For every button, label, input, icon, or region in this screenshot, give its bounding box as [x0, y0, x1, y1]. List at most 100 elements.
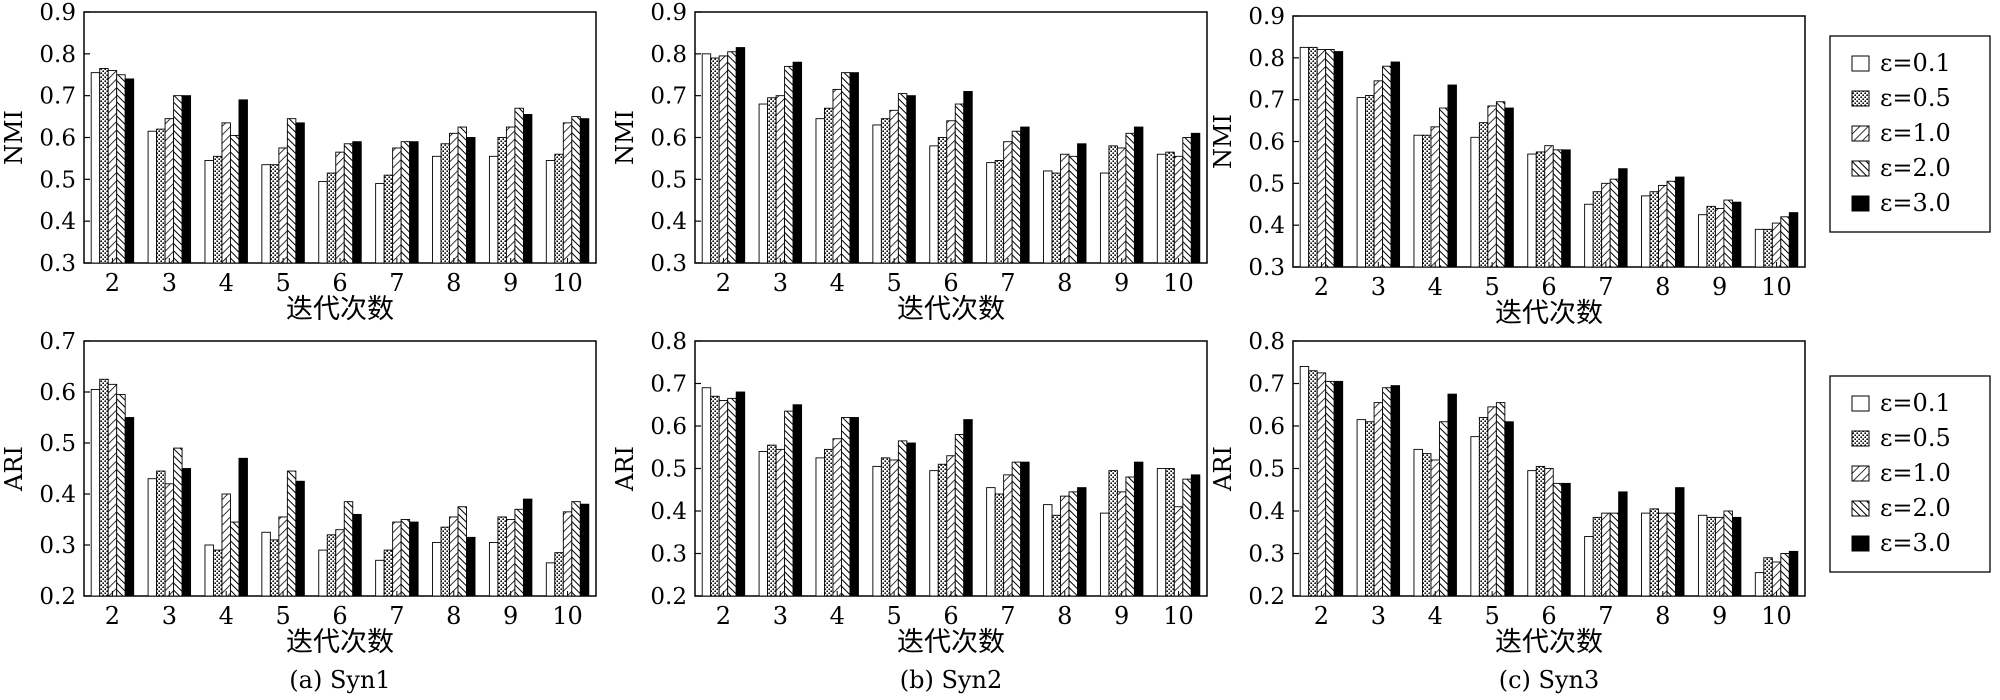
bar — [432, 542, 442, 597]
bar — [1373, 80, 1384, 268]
legend-swatch — [1851, 160, 1870, 177]
x-tick-label: 7 — [1000, 602, 1015, 630]
x-tick-label: 2 — [1314, 273, 1329, 301]
y-tick-label: 0.8 — [39, 42, 76, 68]
bar — [514, 107, 524, 264]
bar — [1552, 482, 1563, 597]
bar — [1316, 372, 1327, 597]
bar — [1077, 143, 1087, 264]
legend-label: ε=0.1 — [1880, 389, 1951, 417]
bar — [1470, 136, 1480, 268]
bar — [173, 447, 183, 597]
bar — [221, 122, 231, 264]
y-axis-label: NMI — [1209, 114, 1237, 169]
bar — [579, 503, 590, 597]
legend-label: ε=2.0 — [1880, 154, 1951, 182]
bar — [147, 130, 158, 264]
bar — [90, 72, 101, 264]
x-tick-label: 10 — [1163, 269, 1194, 297]
x-tick-label: 7 — [1000, 269, 1015, 297]
y-tick-label: 0.9 — [39, 0, 76, 26]
bar — [1043, 504, 1053, 597]
bar — [116, 74, 126, 264]
bar — [824, 107, 834, 264]
bar — [986, 162, 996, 264]
y-tick-label: 0.4 — [650, 499, 687, 525]
bar — [1165, 151, 1175, 264]
x-tick-label: 9 — [1712, 602, 1727, 630]
bar — [1182, 137, 1192, 264]
bar — [1077, 487, 1087, 597]
bar — [286, 470, 297, 597]
y-tick-label: 0.7 — [39, 84, 76, 110]
x-tick-label: 3 — [162, 269, 177, 297]
bar — [1173, 506, 1184, 597]
legend-swatch — [1851, 465, 1870, 482]
x-tick-label: 5 — [1484, 602, 1499, 630]
bar — [116, 394, 126, 597]
x-tick-label: 9 — [1114, 602, 1129, 630]
bar — [815, 118, 825, 264]
legend-swatch — [1851, 90, 1870, 107]
bar — [849, 72, 859, 264]
bar — [710, 395, 720, 597]
bar — [1043, 170, 1053, 264]
y-tick-label: 0.7 — [1248, 372, 1285, 398]
bar — [409, 141, 419, 264]
x-tick-label: 10 — [1761, 602, 1792, 630]
bar — [849, 417, 859, 597]
bar — [1356, 419, 1367, 597]
bar — [906, 442, 916, 597]
y-tick-label: 0.2 — [650, 584, 687, 610]
y-tick-label: 0.5 — [39, 167, 76, 193]
x-tick-label: 8 — [1655, 602, 1670, 630]
bar — [1099, 172, 1110, 264]
bar — [1099, 512, 1110, 597]
bar — [1068, 155, 1078, 264]
x-tick-label: 5 — [886, 602, 901, 630]
y-tick-label: 0.8 — [1248, 46, 1285, 72]
bar — [124, 417, 135, 597]
bar — [545, 562, 556, 597]
bar — [880, 457, 891, 597]
bar — [1051, 172, 1061, 264]
x-tick-label: 6 — [1541, 273, 1556, 301]
bar — [392, 147, 402, 264]
bar — [318, 549, 328, 597]
bar — [718, 55, 729, 264]
legend-swatch — [1851, 430, 1870, 447]
bar — [343, 143, 354, 264]
bar — [90, 389, 101, 597]
x-tick-label: 9 — [503, 269, 518, 297]
bar — [1658, 512, 1668, 597]
bar — [1173, 155, 1184, 264]
bar — [1422, 453, 1432, 597]
x-tick-label: 4 — [830, 269, 845, 297]
bar — [488, 542, 499, 597]
bar — [784, 65, 794, 264]
bar — [1675, 176, 1685, 268]
bar — [173, 95, 183, 264]
bar — [1108, 145, 1118, 264]
bar — [124, 78, 135, 264]
bar — [872, 465, 882, 597]
bar — [343, 501, 354, 597]
bar — [994, 493, 1005, 597]
x-tick-label: 6 — [943, 269, 958, 297]
bar — [1356, 97, 1367, 268]
y-tick-label: 0.3 — [39, 533, 76, 559]
legend-label: ε=0.5 — [1880, 424, 1951, 452]
bar — [383, 174, 394, 264]
y-tick-label: 0.3 — [39, 251, 76, 277]
x-tick-label: 5 — [275, 269, 290, 297]
x-tick-label: 2 — [105, 602, 120, 630]
bar — [1190, 132, 1201, 264]
legend: ε=0.1 ε=0.5 ε=1.0 ε=2.0 ε=3.0 — [1829, 375, 1991, 573]
bar — [775, 95, 786, 264]
legend-label: ε=0.1 — [1880, 49, 1951, 77]
bar — [1325, 49, 1335, 268]
x-axis-label: 迭代次数 — [1495, 298, 1603, 329]
legend-swatch — [1851, 395, 1870, 412]
bar — [238, 457, 248, 597]
bar — [1609, 512, 1620, 597]
